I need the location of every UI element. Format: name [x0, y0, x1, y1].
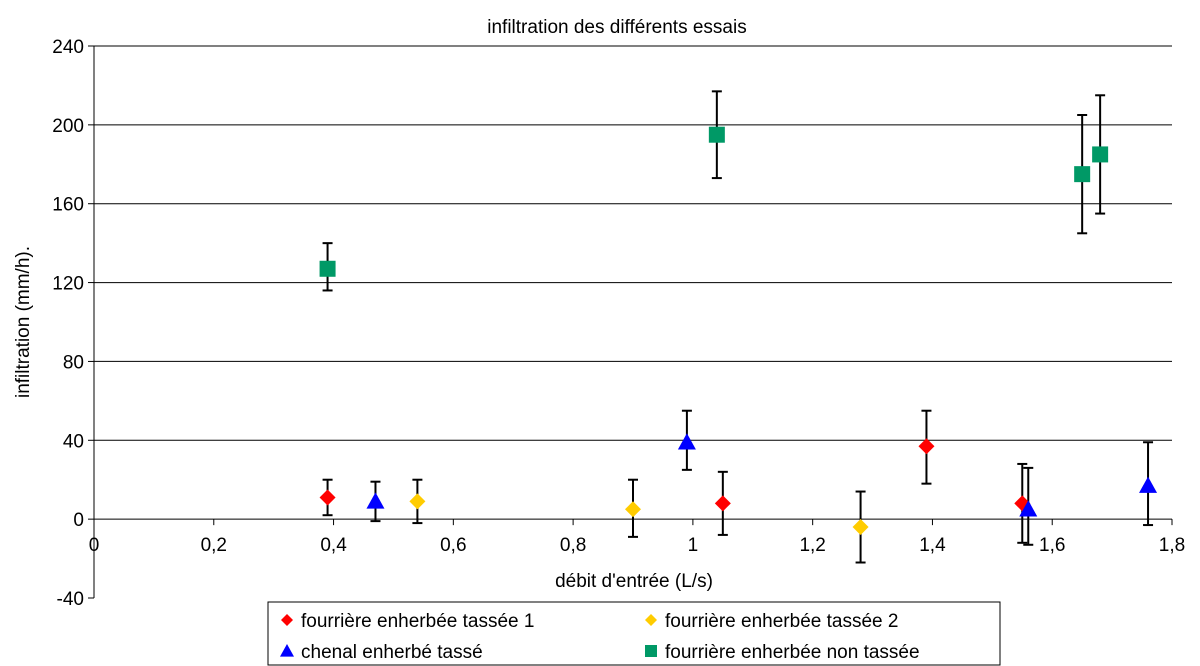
- data-point: [1092, 146, 1109, 163]
- data-point: [1014, 495, 1031, 512]
- legend-label: fourrière enherbée non tassée: [665, 642, 920, 663]
- legend-marker: [645, 645, 657, 657]
- legend-label: fourrière enherbée tassée 1: [301, 611, 534, 632]
- data-markers: [319, 126, 1158, 536]
- x-tick-label: 1,8: [1159, 535, 1185, 556]
- data-point: [852, 519, 869, 536]
- data-point: [714, 495, 731, 512]
- chart-title: infiltration des différents essais: [487, 17, 746, 38]
- data-point: [1019, 500, 1038, 517]
- y-axis-label: infiltration (mm/h).: [13, 246, 34, 398]
- x-tick-label: 0,8: [560, 535, 586, 556]
- x-tick-labels: 0 0,2 0,4 0,6 0,8 1 1,2 1,4 1,6 1,8: [89, 535, 1186, 556]
- data-point: [366, 492, 385, 509]
- data-point: [625, 501, 641, 518]
- x-tick-label: 0: [89, 535, 100, 556]
- x-tick-label: 1,6: [1039, 535, 1065, 556]
- x-tick-label: 1: [688, 535, 699, 556]
- gridlines: [94, 45, 1172, 441]
- legend-marker: [281, 614, 293, 626]
- legend-marker: [280, 644, 294, 657]
- data-point: [1139, 476, 1158, 493]
- data-point: [918, 438, 935, 455]
- x-tick-label: 1,2: [799, 535, 825, 556]
- legend-label: chenal enherbé tassé: [301, 642, 483, 663]
- x-tick-label: 0,6: [440, 535, 466, 556]
- x-tick-label: 1,4: [919, 535, 946, 556]
- y-tick-label: -40: [57, 589, 84, 610]
- y-tick-label: 0: [73, 510, 84, 531]
- x-tick-label: 0,2: [201, 535, 227, 556]
- x-tick-label: 0,4: [320, 535, 347, 556]
- y-tick-label: 120: [52, 274, 84, 295]
- legend-box: [267, 601, 1001, 666]
- y-tick-label: 40: [63, 431, 84, 452]
- data-point: [409, 493, 426, 510]
- legend-label: fourrière enherbée tassée 2: [665, 611, 898, 632]
- data-point: [677, 433, 696, 450]
- y-tick-label: 240: [52, 37, 84, 58]
- legend: fourrière enherbée tassée 1 fourrière enh…: [267, 601, 1001, 666]
- data-point: [1074, 166, 1091, 183]
- legend-marker: [645, 614, 657, 626]
- x-axis-label: débit d'entrée (L/s): [555, 571, 713, 592]
- data-point: [319, 260, 336, 277]
- y-tick-labels: -40 0 40 80 120 160 200 240: [52, 37, 84, 610]
- data-point: [319, 489, 336, 506]
- axes: [88, 45, 1173, 599]
- y-tick-label: 160: [52, 195, 84, 216]
- data-point: [708, 126, 725, 143]
- y-tick-label: 200: [52, 116, 84, 137]
- y-tick-label: 80: [63, 352, 84, 373]
- error-bars: [322, 90, 1154, 564]
